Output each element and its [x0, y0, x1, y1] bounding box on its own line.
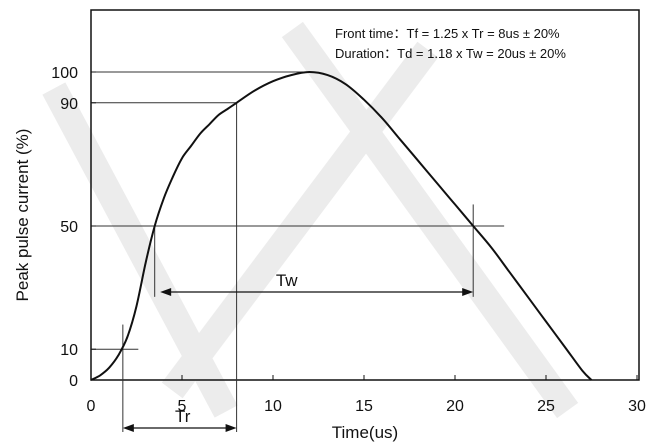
tr-arrow-head-left — [122, 424, 134, 432]
duration-note: Duration：Td = 1.18 x Tw = 20us ± 20% — [335, 46, 566, 61]
x-axis-ticks: 0 5 10 15 20 25 30 — [87, 375, 646, 415]
watermark — [42, 21, 579, 419]
x-axis-label: Time(us) — [332, 423, 398, 442]
tw-label: Tw — [276, 271, 298, 290]
y-axis-label: Peak pulse current (%) — [13, 129, 32, 302]
y-tick-label: 50 — [60, 219, 78, 236]
y-tick-label: 100 — [51, 65, 78, 82]
tw-arrow-head-right — [462, 288, 474, 296]
span-arrows — [122, 288, 474, 432]
reference-lines — [91, 71, 505, 432]
x-tick-label: 0 — [87, 398, 96, 415]
y-tick-label: 90 — [60, 96, 78, 113]
tr-arrow-head-right — [225, 424, 237, 432]
series-line — [90, 70, 593, 381]
x-tick-label: 10 — [264, 398, 282, 415]
y-axis-ticks: 0 10 50 90 100 — [51, 65, 96, 390]
y-tick-label: 0 — [69, 373, 78, 390]
x-tick-label: 20 — [446, 398, 464, 415]
x-tick-label: 5 — [178, 398, 187, 415]
x-tick-label: 25 — [537, 398, 555, 415]
x-tick-label: 15 — [355, 398, 373, 415]
tw-arrow-head-left — [160, 288, 172, 296]
plot-frame — [90, 9, 640, 381]
front-time-note: Front time：Tf = 1.25 x Tr = 8us ± 20% — [335, 26, 560, 41]
y-tick-label: 10 — [60, 342, 78, 359]
x-tick-label: 30 — [628, 398, 646, 415]
tr-label: Tr — [175, 407, 191, 426]
